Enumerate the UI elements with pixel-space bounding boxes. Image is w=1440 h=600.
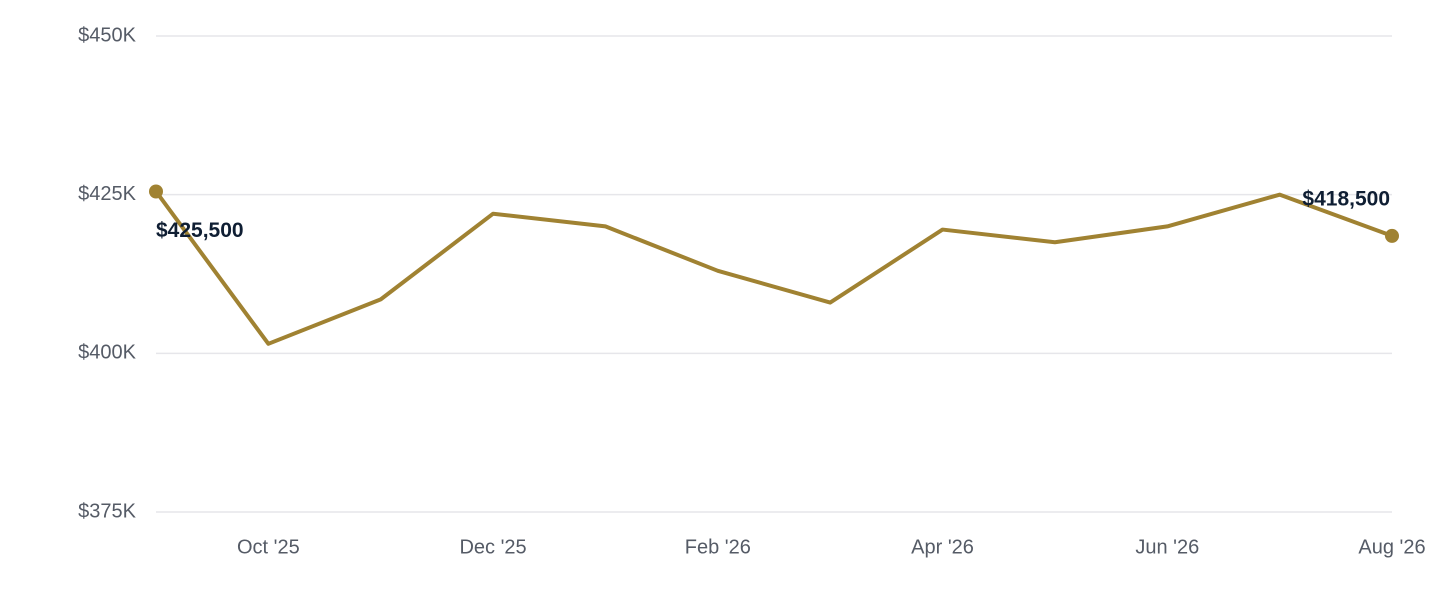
value-label: $418,500 xyxy=(1302,187,1390,210)
x-tick-label: Dec '25 xyxy=(459,536,526,558)
x-tick-label: Feb '26 xyxy=(685,536,751,558)
x-tick-label: Aug '26 xyxy=(1358,536,1425,558)
y-tick-label: $450K xyxy=(78,24,136,46)
point xyxy=(149,184,163,199)
y-tick-label: $375K xyxy=(78,500,136,522)
x-tick-label: Apr '26 xyxy=(911,536,974,558)
y-tick-label: $425K xyxy=(78,183,136,205)
x-tick-label: Oct '25 xyxy=(237,536,300,558)
value-label: $425,500 xyxy=(156,219,244,242)
point xyxy=(1385,228,1399,243)
x-tick-label: Jun '26 xyxy=(1135,536,1199,558)
y-tick-label: $400K xyxy=(78,342,136,364)
line xyxy=(154,190,1393,346)
